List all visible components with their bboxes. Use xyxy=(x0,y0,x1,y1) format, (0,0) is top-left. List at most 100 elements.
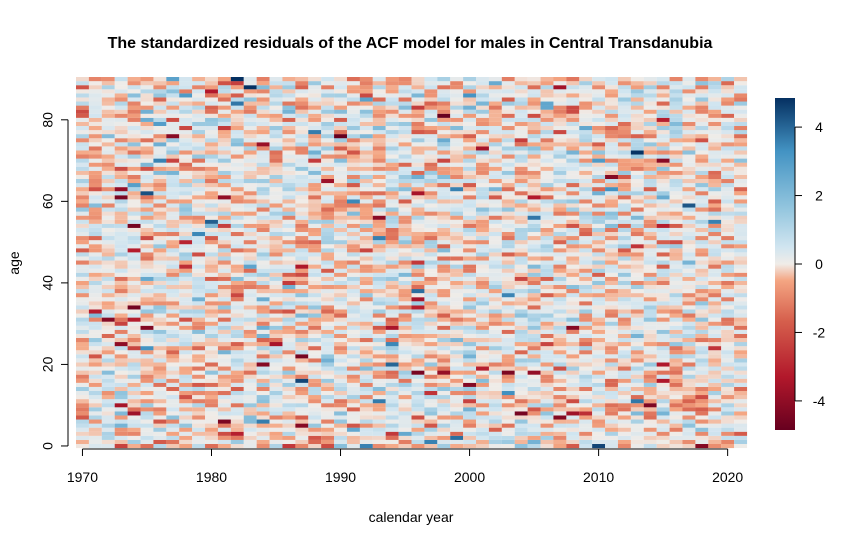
heatmap-cell xyxy=(605,399,619,404)
heatmap-cell xyxy=(656,431,670,436)
heatmap-cell xyxy=(488,333,502,339)
heatmap-cell xyxy=(385,354,399,359)
heatmap-cell xyxy=(643,358,657,363)
heatmap-cell xyxy=(566,354,580,359)
heatmap-cell xyxy=(282,346,296,351)
heatmap-cell xyxy=(708,289,722,294)
heatmap-cell xyxy=(734,183,748,188)
heatmap-cell xyxy=(527,301,541,306)
heatmap-cell xyxy=(269,199,283,204)
heatmap-cell xyxy=(334,248,348,253)
heatmap-cell xyxy=(501,248,515,253)
heatmap-cell xyxy=(269,113,283,118)
heatmap-cell xyxy=(514,236,528,241)
heatmap-cell xyxy=(256,89,270,94)
heatmap-cell xyxy=(708,260,722,265)
heatmap-cell xyxy=(424,130,438,135)
heatmap-cell xyxy=(592,85,606,90)
heatmap-cell xyxy=(295,240,309,245)
heatmap-cell xyxy=(411,407,425,412)
heatmap-cell xyxy=(553,125,567,131)
heatmap-cell xyxy=(734,423,748,428)
heatmap-cell xyxy=(643,272,657,277)
heatmap-cell xyxy=(346,350,360,355)
heatmap-cell xyxy=(656,272,670,277)
heatmap-cell xyxy=(437,439,451,445)
heatmap-cell xyxy=(411,337,425,343)
heatmap-cell xyxy=(166,142,180,147)
heatmap-cell xyxy=(540,354,554,359)
heatmap-cell xyxy=(334,134,348,139)
heatmap-cell xyxy=(308,382,322,387)
heatmap-cell xyxy=(282,138,296,143)
heatmap-cell xyxy=(501,240,515,245)
heatmap-cell xyxy=(140,386,154,392)
heatmap-cell xyxy=(682,427,696,432)
heatmap-cell xyxy=(230,138,244,143)
heatmap-cell xyxy=(734,260,748,265)
heatmap-cell xyxy=(721,325,735,330)
heatmap-cell xyxy=(359,382,373,387)
heatmap-cell xyxy=(88,109,102,114)
heatmap-cell xyxy=(88,403,102,408)
heatmap-cell xyxy=(669,358,683,363)
heatmap-cell xyxy=(501,276,515,281)
heatmap-cell xyxy=(334,354,348,359)
heatmap-cell xyxy=(695,305,709,310)
heatmap-cell xyxy=(205,309,219,314)
heatmap-cell xyxy=(76,337,89,343)
heatmap-cell xyxy=(424,415,438,420)
heatmap-cell xyxy=(385,244,399,249)
heatmap-cell xyxy=(630,305,644,310)
heatmap-cell xyxy=(617,272,631,277)
heatmap-cell xyxy=(656,85,670,90)
heatmap-cell xyxy=(437,101,451,106)
heatmap-cell xyxy=(269,154,283,159)
heatmap-cell xyxy=(179,350,193,355)
heatmap-cell xyxy=(656,289,670,294)
heatmap-cell xyxy=(721,170,735,175)
heatmap-cell xyxy=(450,293,464,298)
heatmap-cell xyxy=(501,370,515,375)
heatmap-cell xyxy=(334,85,348,90)
heatmap-cell xyxy=(153,362,167,367)
heatmap-cell xyxy=(592,248,606,253)
heatmap-cell xyxy=(243,325,257,330)
heatmap-cell xyxy=(334,276,348,281)
heatmap-cell xyxy=(514,97,528,102)
heatmap-cell xyxy=(256,174,270,180)
heatmap-cell xyxy=(76,289,89,294)
heatmap-cell xyxy=(359,89,373,94)
heatmap-cell xyxy=(579,219,593,224)
heatmap-cell xyxy=(630,411,644,416)
heatmap-cell xyxy=(114,158,128,163)
heatmap-cell xyxy=(101,366,115,371)
heatmap-cell xyxy=(179,105,193,110)
heatmap-cell xyxy=(346,117,360,122)
heatmap-cell xyxy=(605,272,619,277)
heatmap-cell xyxy=(721,199,735,204)
heatmap-cell xyxy=(682,378,696,383)
heatmap-cell xyxy=(243,203,257,208)
heatmap-cell xyxy=(101,280,115,286)
heatmap-cell xyxy=(101,260,115,265)
heatmap-cell xyxy=(695,231,709,237)
heatmap-cell xyxy=(127,439,141,445)
heatmap-cell xyxy=(179,199,193,204)
heatmap-cell xyxy=(721,342,735,347)
heatmap-cell xyxy=(140,248,154,253)
heatmap-cell xyxy=(153,419,167,424)
heatmap-cell xyxy=(695,236,709,241)
heatmap-cell xyxy=(566,81,580,86)
heatmap-cell xyxy=(721,395,735,400)
heatmap-cell xyxy=(346,321,360,326)
heatmap-cell xyxy=(411,321,425,326)
heatmap-cell xyxy=(708,419,722,424)
heatmap-cell xyxy=(656,439,670,445)
heatmap-cell xyxy=(346,260,360,265)
heatmap-cell xyxy=(437,399,451,404)
heatmap-cell xyxy=(127,276,141,281)
heatmap-cell xyxy=(308,223,322,228)
heatmap-cell xyxy=(205,248,219,253)
heatmap-cell xyxy=(153,317,167,322)
